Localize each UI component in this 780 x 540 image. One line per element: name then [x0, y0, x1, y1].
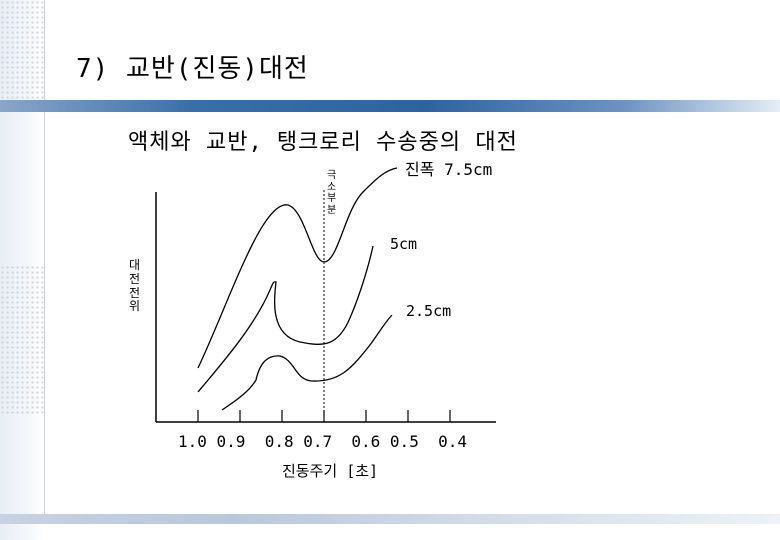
curve-2-5cm [221, 314, 393, 411]
left-decoration [0, 0, 44, 540]
slide-subtitle: 액체와 교반, 탱크로리 수송중의 대전 [128, 130, 518, 155]
x-axis-tick-labels: 1.0 0.9 0.8 0.7 0.6 0.5 0.4 [178, 432, 467, 451]
y-axis-label-char: 대 [129, 258, 141, 272]
curve-7-5cm [197, 167, 398, 369]
minimum-label-char: 극 [327, 170, 337, 181]
curve-label-2-5cm: 2.5cm [406, 302, 452, 320]
y-axis-label-char: 위 [129, 299, 141, 314]
curve-label-5cm: 5cm [390, 235, 418, 253]
y-axis-label: 대 전 전 위 [129, 258, 141, 314]
x-axis-label: 진동주기 [초] [282, 462, 379, 480]
left-border-line [44, 0, 45, 515]
y-axis-label-char: 전 [129, 271, 141, 286]
minimum-label: 극 소 부 분 [327, 170, 336, 216]
curve-label-7-5cm: 진폭 7.5cm [405, 160, 493, 179]
minimum-label-char: 분 [327, 204, 337, 216]
title-underline-bar [0, 100, 780, 112]
curve-5cm [197, 245, 374, 393]
minimum-label-char: 소 [327, 181, 337, 193]
slide-title: 7) 교반(진동)대전 [76, 54, 309, 84]
dot-pattern-top [0, 0, 44, 110]
minimum-label-char: 부 [327, 193, 337, 204]
dot-pattern-middle [0, 265, 44, 415]
bottom-decoration-bar [0, 514, 780, 524]
y-axis-label-char: 전 [129, 285, 141, 300]
